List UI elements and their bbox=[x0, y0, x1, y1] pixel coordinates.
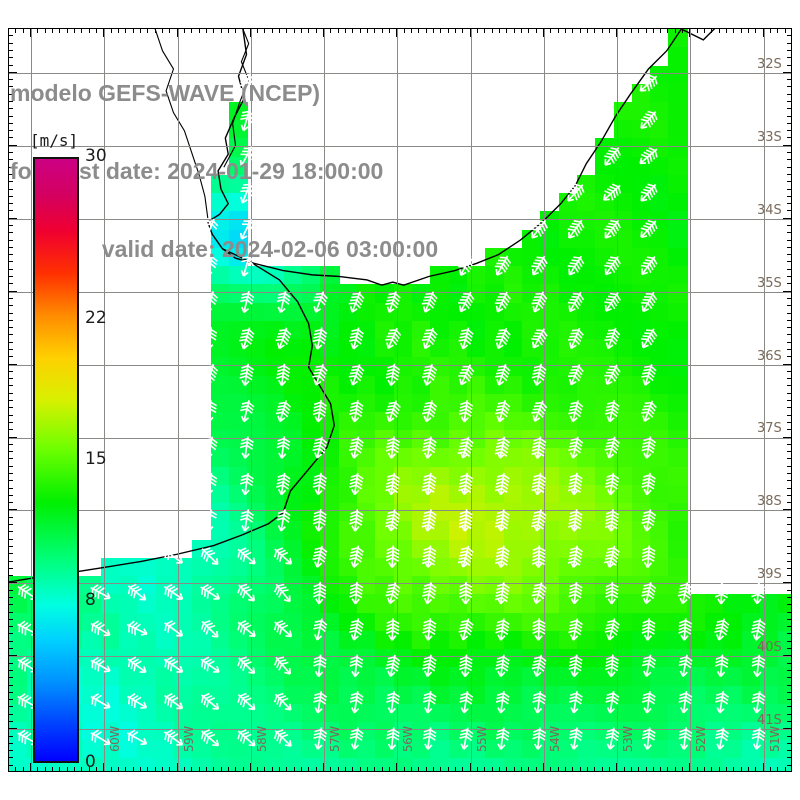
colorbar: 30 22 15 8 0 bbox=[33, 146, 107, 772]
lon-label-55W: 55W bbox=[474, 726, 489, 752]
colorbar-tick-22: 22 bbox=[85, 307, 107, 328]
lon-label-57W: 57W bbox=[328, 726, 343, 752]
colorbar-unit-label: [m/s] bbox=[30, 131, 79, 150]
axis-bottom bbox=[8, 771, 792, 772]
lat-label-35S: 35S bbox=[757, 275, 782, 291]
lat-label-32S: 32S bbox=[757, 56, 782, 72]
axis-top bbox=[8, 28, 792, 29]
colorbar-tick-8: 8 bbox=[85, 590, 96, 611]
coastline bbox=[9, 29, 791, 771]
lat-label-41S: 41S bbox=[757, 713, 782, 729]
lon-label-59W: 59W bbox=[181, 726, 196, 752]
lon-label-52W: 52W bbox=[694, 726, 709, 752]
lat-label-38S: 38S bbox=[757, 494, 782, 510]
title-block: modelo GEFS-WAVE (NCEP) forecast date: 2… bbox=[10, 28, 530, 314]
colorbar-tick-15: 15 bbox=[85, 449, 107, 469]
lat-label-40S: 40S bbox=[757, 640, 782, 656]
lon-label-51W: 51W bbox=[767, 726, 782, 752]
lat-label-34S: 34S bbox=[757, 202, 782, 218]
lat-label-37S: 37S bbox=[757, 421, 782, 437]
lat-label-33S: 33S bbox=[757, 129, 782, 145]
lon-label-53W: 53W bbox=[621, 726, 636, 752]
lon-label-54W: 54W bbox=[547, 726, 562, 752]
lon-label-58W: 58W bbox=[254, 726, 269, 752]
model-title: modelo GEFS-WAVE (NCEP) bbox=[10, 80, 321, 106]
lat-label-39S: 39S bbox=[757, 567, 782, 583]
colorbar-tick-0: 0 bbox=[85, 752, 96, 772]
colorbar-tick-30: 30 bbox=[85, 146, 107, 166]
lon-label-56W: 56W bbox=[401, 726, 416, 752]
colorbar-gradient bbox=[33, 157, 79, 763]
lat-label-36S: 36S bbox=[757, 348, 782, 364]
valid-date: valid date: 2024-02-06 03:00:00 bbox=[101, 236, 439, 262]
lon-label-60W: 60W bbox=[108, 726, 123, 752]
